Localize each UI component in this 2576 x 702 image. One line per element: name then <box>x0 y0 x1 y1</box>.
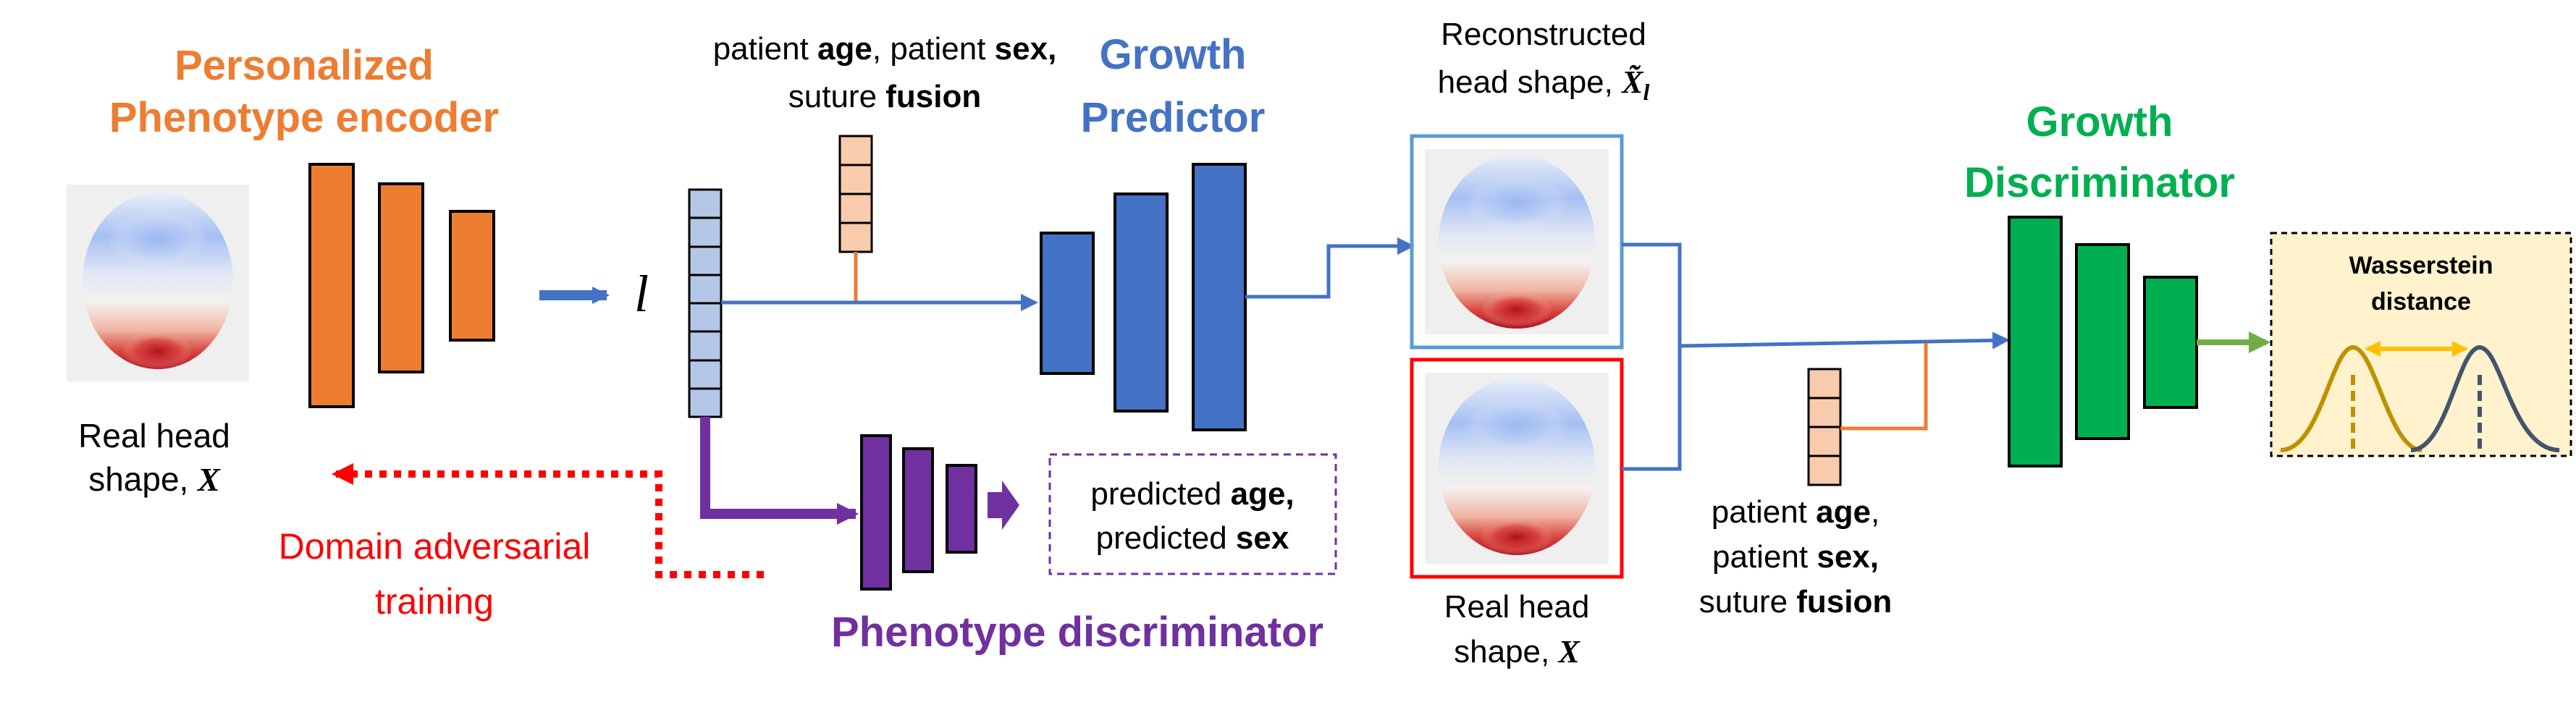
encoder-blocks <box>308 163 495 408</box>
encoder-title-line1: Personalized <box>174 42 434 89</box>
wasserstein-label-line2: distance <box>2371 288 2471 316</box>
discriminator-layer-1 <box>2008 216 2063 468</box>
text-segment: patient <box>713 31 817 67</box>
predicted-box <box>1048 453 1337 575</box>
phenotype-layer-3 <box>946 464 977 554</box>
growth-discriminator-title-line1: Growth <box>2026 98 2173 145</box>
real-head-image-left <box>67 185 249 381</box>
phenotype-output-arrow <box>988 481 1019 530</box>
reconstructed-label-line1: Reconstructed <box>1441 17 1646 52</box>
latent-to-phenotype-arrow <box>700 417 859 525</box>
real-head-image-middle <box>1410 358 1624 579</box>
text-segment: patient <box>1712 539 1817 575</box>
reconstructed-to-merge-line <box>1622 242 1682 346</box>
growth-predictor-title-line1: Growth <box>1100 31 1247 78</box>
discriminator-layer-2 <box>2075 243 2130 440</box>
condition-vector-top <box>838 135 873 253</box>
text-segment: suture <box>788 79 886 114</box>
text-segment: sex <box>1236 520 1289 556</box>
conditions-bottom-line1: patient age, <box>1712 494 1880 530</box>
encoder-layer-1 <box>308 163 355 408</box>
text-segment: predicted <box>1096 520 1236 556</box>
text-segment: age <box>1816 494 1871 530</box>
latent-symbol: l <box>634 265 649 323</box>
text-segment: sex, <box>995 31 1057 67</box>
reconstructed-head-image <box>1410 134 1624 350</box>
predicted-box-line1: predicted age, <box>1090 476 1294 512</box>
conditions-bottom-line3: suture fusion <box>1699 584 1893 619</box>
phenotype-layer-1 <box>860 434 892 591</box>
distribution-curve-yellow <box>2280 344 2423 452</box>
condition-vector-bottom <box>1807 368 1842 486</box>
predictor-layer-2 <box>1114 193 1169 413</box>
text-segment: patient <box>1712 494 1816 530</box>
latent-vector <box>688 188 723 418</box>
conditions-top-line2: suture fusion <box>788 79 982 114</box>
text-segment: predicted <box>1090 476 1230 512</box>
real-head-label-left-line2: shape, X <box>88 460 221 498</box>
phenotype-discriminator-title: Phenotype discriminator <box>831 609 1323 656</box>
encoder-layer-3 <box>449 210 495 342</box>
domain-adversarial-arrow <box>332 463 764 578</box>
text-segment: suture <box>1699 584 1797 619</box>
phenotype-layer-2 <box>902 447 934 573</box>
discriminator-layer-3 <box>2143 276 2198 409</box>
growth-predictor-title-line2: Predictor <box>1081 94 1266 141</box>
conditions-bottom-line2: patient sex, <box>1712 539 1879 575</box>
real-head-label-left-line1: Real head <box>78 417 230 454</box>
text-segment: sex, <box>1817 539 1879 575</box>
predicted-box-line2: predicted sex <box>1096 520 1289 556</box>
distribution-curve-blue <box>2410 344 2560 452</box>
predictor-layer-1 <box>1040 232 1095 375</box>
predictor-layer-3 <box>1192 163 1247 431</box>
phenotype-discriminator-blocks <box>860 434 977 591</box>
encoder-layer-2 <box>378 182 424 373</box>
real-head-label-middle-line1: Real head <box>1444 589 1590 625</box>
encoder-title-line2: Phenotype encoder <box>109 94 499 141</box>
conditions-top-line1: patient age, patient sex, <box>713 31 1057 67</box>
text-segment: age, <box>1231 476 1295 512</box>
text-segment: , patient <box>872 31 995 67</box>
condition-bottom-connector <box>1840 343 1928 431</box>
merge-to-discriminator-arrow <box>1679 331 2010 350</box>
text-segment: age <box>817 31 872 67</box>
text-segment: fusion <box>885 79 981 114</box>
real-head-label-middle-line2: shape, X <box>1454 634 1580 669</box>
growth-discriminator-title-line2: Discriminator <box>1964 159 2235 206</box>
growth-predictor-blocks <box>1040 163 1247 431</box>
reconstructed-label-line2: head shape, X̃l <box>1438 64 1650 105</box>
wasserstein-label-line1: Wasserstein <box>2349 252 2493 279</box>
growth-discriminator-blocks <box>2008 216 2198 468</box>
text-segment: , <box>1871 494 1880 530</box>
text-segment: fusion <box>1796 584 1892 619</box>
real-to-merge-line <box>1622 346 1682 471</box>
predictor-to-reconstructed-arrow <box>1245 237 1415 299</box>
domain-adversarial-line1: Domain adversarial <box>279 526 591 567</box>
domain-adversarial-line2: training <box>375 581 494 622</box>
wasserstein-distributions <box>2280 341 2560 452</box>
